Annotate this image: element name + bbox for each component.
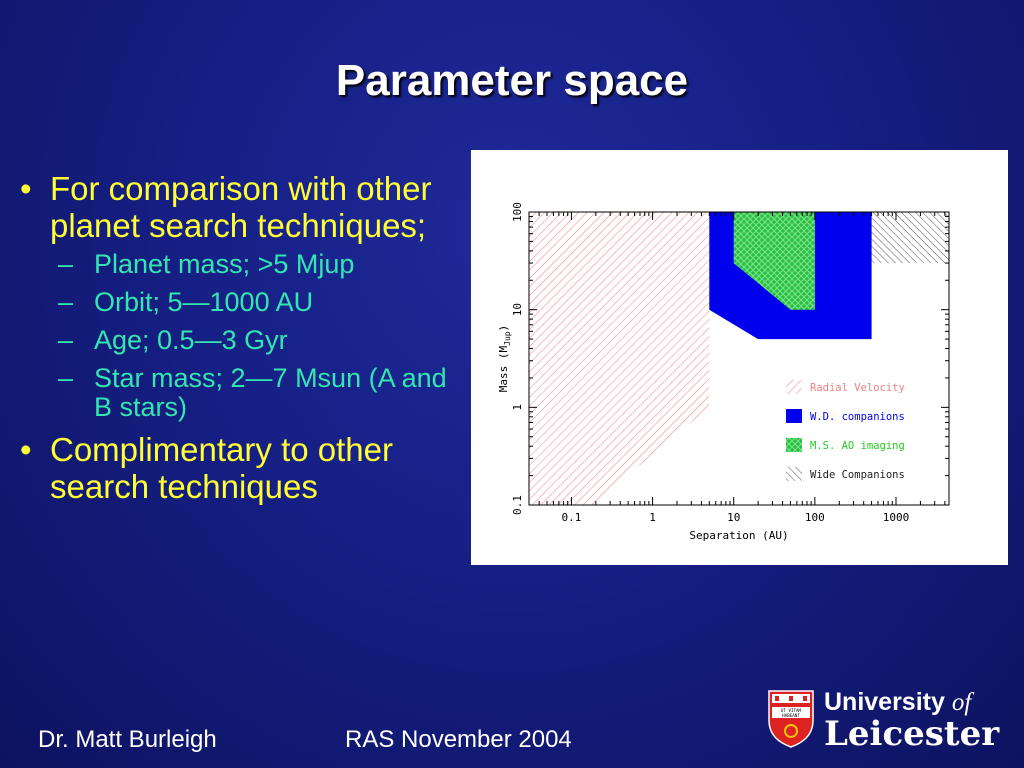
legend-label: Radial Velocity <box>810 382 905 394</box>
bullet-list: • For comparison with other planet searc… <box>20 170 460 509</box>
dash-marker: – <box>58 325 74 355</box>
y-axis-label: Mass (MJup) <box>497 325 512 392</box>
dash-marker: – <box>58 363 74 393</box>
sub-bullet-text: Age; 0.5—3 Gyr <box>94 325 288 355</box>
footer-event: RAS November 2004 <box>345 726 572 753</box>
sub-bullet-age: – Age; 0.5—3 Gyr <box>20 326 460 355</box>
dash-marker: – <box>58 287 74 317</box>
bullet-marker: • <box>20 170 32 207</box>
sub-bullet-text: Star mass; 2—7 Msun (A and B stars) <box>94 363 447 422</box>
area-radial-velocity <box>529 212 710 505</box>
sub-bullet-text: Planet mass; >5 Mjup <box>94 249 355 279</box>
bullet-marker: • <box>20 431 32 468</box>
x-tick-label: 1 <box>649 511 656 524</box>
legend-swatch <box>786 467 802 481</box>
university-logo: UT VITAM HABEANT University of Leicester <box>768 688 1008 754</box>
chart-svg: 0.1 1 10 100 1000 0.1 1 10 100 Separation (AU) M… <box>497 202 950 542</box>
area-m-s-ao-imaging <box>733 212 815 310</box>
y-tick-label: 0.1 <box>511 495 524 515</box>
x-tick-label: 1000 <box>883 511 910 524</box>
legend-label: M.S. AO imaging <box>810 440 905 452</box>
legend-label: W.D. companions <box>810 411 905 423</box>
x-tick-label: 0.1 <box>561 511 581 524</box>
bullet-comparison: • For comparison with other planet searc… <box>20 170 460 244</box>
slide-title: Parameter space <box>335 56 689 105</box>
svg-text:HABEANT: HABEANT <box>782 713 800 718</box>
plot-frame <box>528 211 950 506</box>
svg-text:UT VITAM: UT VITAM <box>781 708 802 713</box>
y-tick-label: 1 <box>511 404 524 411</box>
x-tick-label: 10 <box>727 511 740 524</box>
dash-marker: – <box>58 249 74 279</box>
sub-bullet-list: – Planet mass; >5 Mjup – Orbit; 5—1000 A… <box>20 250 460 422</box>
area-wide-companions <box>871 212 949 264</box>
footer-author: Dr. Matt Burleigh <box>38 726 217 753</box>
logo-line-1: University of <box>824 688 972 716</box>
x-tick-label: 100 <box>805 511 825 524</box>
legend-swatch <box>786 409 802 423</box>
parameter-space-chart: 0.1 1 10 100 1000 0.1 1 10 100 Separation (AU) M… <box>471 150 1008 565</box>
legend-swatch <box>786 380 802 394</box>
bullet-complimentary: • Complimentary to other search techniqu… <box>20 431 460 505</box>
bullet-text: Complimentary to other search techniques <box>50 431 393 505</box>
sub-bullet-star-mass: – Star mass; 2—7 Msun (A and B stars) <box>20 364 460 422</box>
sub-bullet-planet-mass: – Planet mass; >5 Mjup <box>20 250 460 279</box>
x-axis-label: Separation (AU) <box>689 529 788 542</box>
legend-label: Wide Companions <box>810 469 905 481</box>
y-tick-label: 100 <box>511 202 524 222</box>
y-tick-label: 10 <box>511 303 524 316</box>
logo-line-2: Leicester <box>824 714 1000 754</box>
bullet-text: For comparison with other planet search … <box>50 170 432 244</box>
legend-swatch <box>786 438 802 452</box>
sub-bullet-text: Orbit; 5—1000 AU <box>94 287 314 317</box>
sub-bullet-orbit: – Orbit; 5—1000 AU <box>20 288 460 317</box>
shield-icon: UT VITAM HABEANT <box>768 690 814 748</box>
